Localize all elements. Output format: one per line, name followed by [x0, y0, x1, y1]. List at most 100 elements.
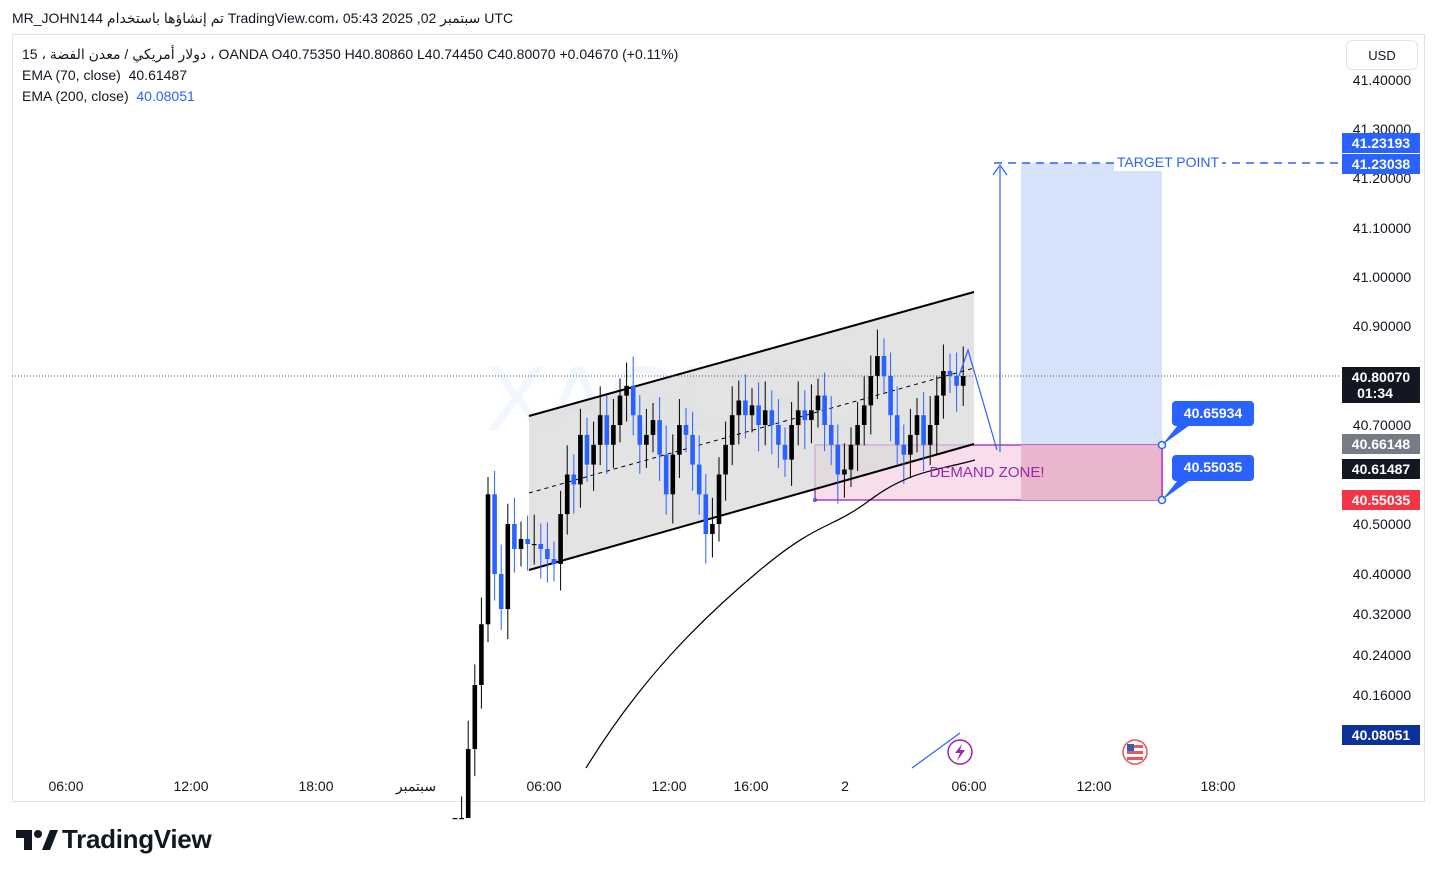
candle-body[interactable]	[776, 425, 781, 445]
ema200-legend[interactable]: EMA (200, close) 40.08051	[22, 86, 678, 107]
candle-body[interactable]	[617, 395, 623, 425]
candle-body[interactable]	[842, 469, 847, 475]
candle-body[interactable]	[558, 514, 563, 564]
candle-body[interactable]	[901, 444, 907, 455]
events-trendline	[911, 732, 961, 769]
candle-body[interactable]	[729, 415, 735, 445]
candle-body[interactable]	[611, 425, 616, 445]
candle-body[interactable]	[485, 494, 491, 625]
candle-body[interactable]	[644, 434, 649, 445]
candle-body[interactable]	[505, 524, 511, 609]
candle-body[interactable]	[861, 405, 867, 425]
candle-body[interactable]	[578, 434, 583, 485]
candle-body[interactable]	[591, 444, 596, 465]
candle-body[interactable]	[756, 405, 761, 425]
candle-body[interactable]	[921, 415, 926, 445]
candle-body[interactable]	[736, 400, 742, 416]
candle-body[interactable]	[868, 376, 874, 406]
candle-body[interactable]	[762, 410, 768, 425]
brand-name: TradingView	[62, 824, 212, 854]
candle-body[interactable]	[888, 376, 893, 416]
candle-body[interactable]	[670, 454, 676, 495]
currency-button[interactable]: USD	[1346, 40, 1418, 70]
candle-body[interactable]	[465, 749, 471, 818]
time-axis[interactable]: 06:00 12:00 18:00 سبتمبر 06:00 12:00 16:00 2 06:…	[48, 778, 1235, 795]
us-flag-event-icon[interactable]	[1122, 739, 1148, 765]
candle-body[interactable]	[941, 371, 946, 396]
candle-body[interactable]	[690, 434, 695, 465]
demand-left-handle[interactable]	[813, 498, 817, 502]
candle-body[interactable]	[512, 524, 517, 549]
candle-body[interactable]	[518, 539, 524, 549]
candle-body[interactable]	[571, 474, 577, 485]
candle-body[interactable]	[908, 434, 913, 455]
candle-body[interactable]	[855, 425, 860, 445]
projection-arrowhead	[992, 163, 1008, 176]
candle-body[interactable]	[630, 385, 636, 416]
candles[interactable]	[452, 329, 966, 820]
candle-body[interactable]	[584, 434, 590, 465]
candle-body[interactable]	[703, 494, 709, 534]
candle-body[interactable]	[881, 356, 887, 376]
projection-path[interactable]	[958, 348, 998, 451]
candle-body[interactable]	[624, 385, 629, 396]
candle-body[interactable]	[835, 444, 841, 475]
candle-body[interactable]	[459, 818, 464, 820]
candle-body[interactable]	[472, 685, 478, 750]
candle-body[interactable]	[894, 415, 900, 445]
price-axis[interactable]: 41.4000041.3000041.2000041.1000041.00000…	[1353, 72, 1412, 703]
candle-body[interactable]	[604, 415, 610, 445]
candle-body[interactable]	[663, 454, 669, 495]
candle-body[interactable]	[927, 425, 933, 445]
candle-body[interactable]	[452, 818, 458, 820]
candle-body[interactable]	[848, 444, 854, 470]
candle-body[interactable]	[657, 420, 662, 455]
candle-body[interactable]	[947, 371, 953, 376]
candle-body[interactable]	[696, 464, 702, 495]
candle-body[interactable]	[822, 395, 827, 425]
candle-body[interactable]	[564, 474, 570, 515]
candle-body[interactable]	[960, 376, 966, 386]
candle-body[interactable]	[597, 415, 603, 445]
candle-body[interactable]	[782, 444, 788, 460]
channel-upper-line[interactable]	[528, 291, 975, 417]
candle-body[interactable]	[743, 400, 748, 416]
channel-lower-line[interactable]	[528, 443, 975, 571]
candle-body[interactable]	[795, 410, 801, 425]
candle-body[interactable]	[538, 544, 544, 549]
candle-body[interactable]	[934, 395, 940, 425]
candle-body[interactable]	[875, 356, 880, 376]
candle-body[interactable]	[749, 405, 755, 416]
candle-body[interactable]	[815, 395, 821, 411]
candle-body[interactable]	[710, 524, 715, 534]
candle-body[interactable]	[479, 624, 484, 685]
candle-body[interactable]	[677, 425, 682, 455]
candle-body[interactable]	[637, 415, 643, 445]
chart-frame[interactable]	[12, 34, 1425, 802]
candle-body[interactable]	[531, 544, 537, 546]
candle-body[interactable]	[914, 415, 920, 435]
lightning-event-icon[interactable]	[947, 739, 973, 765]
time-tick-label: 16:00	[733, 778, 768, 794]
callout-bottom[interactable]	[1172, 455, 1254, 481]
candle-body[interactable]	[545, 549, 550, 559]
candle-body[interactable]	[492, 494, 497, 574]
candle-body[interactable]	[802, 410, 808, 421]
candle-body[interactable]	[498, 574, 504, 609]
time-tick-label: 12:00	[651, 778, 686, 794]
candle-body[interactable]	[551, 559, 557, 564]
candle-body[interactable]	[954, 376, 959, 386]
candle-body[interactable]	[789, 425, 794, 460]
callout-top[interactable]	[1172, 401, 1254, 426]
candle-body[interactable]	[769, 410, 775, 425]
candle-body[interactable]	[828, 425, 834, 445]
candle-body[interactable]	[716, 474, 722, 525]
candle-body[interactable]	[650, 420, 656, 435]
ema70-legend[interactable]: EMA (70, close) 40.61487	[22, 65, 678, 86]
candle-body[interactable]	[683, 425, 689, 435]
candle-body[interactable]	[809, 410, 814, 421]
target-zone[interactable]	[1021, 163, 1162, 445]
candle-body[interactable]	[525, 539, 530, 544]
candle-body[interactable]	[723, 444, 728, 475]
